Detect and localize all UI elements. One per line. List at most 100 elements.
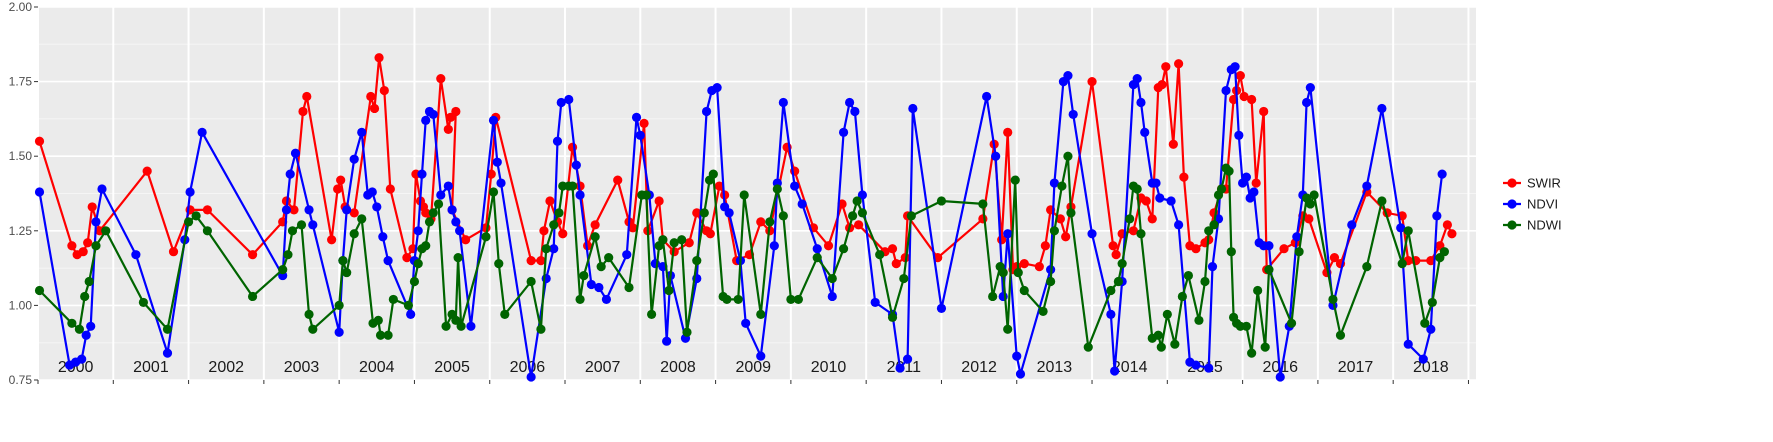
ndvi-point: [451, 217, 461, 227]
ndvi-point: [1396, 223, 1406, 233]
ndwi-point: [357, 214, 367, 224]
swir-point: [379, 85, 389, 96]
swir-point: [692, 208, 702, 218]
ndvi-point: [1166, 196, 1176, 206]
ndvi-point: [902, 354, 913, 364]
ndvi-point: [812, 244, 822, 254]
ndwi-point: [1362, 262, 1372, 272]
ndvi-point: [635, 130, 645, 140]
swir-point: [142, 166, 152, 176]
swir-point: [443, 124, 453, 134]
ndwi-point: [541, 244, 551, 254]
ndwi-point: [433, 199, 444, 209]
ndwi-point: [906, 211, 916, 221]
ndwi-point: [699, 208, 709, 218]
swir-point: [545, 196, 555, 206]
swir-point: [83, 238, 93, 248]
swir-point: [1061, 232, 1071, 242]
ndwi-point: [409, 276, 420, 287]
swir-point: [461, 235, 471, 245]
ndwi-point: [875, 250, 885, 260]
swir-point: [526, 256, 536, 266]
ndwi-point: [669, 238, 679, 248]
ndwi-point: [604, 253, 614, 263]
ndwi-point: [641, 190, 651, 200]
ndwi-point: [1397, 259, 1407, 269]
ndvi-point: [1003, 229, 1013, 239]
swir-point: [613, 175, 623, 185]
swir-point: [1174, 59, 1184, 69]
ndwi-point: [342, 267, 352, 278]
legend-label: NDWI: [1527, 218, 1562, 233]
series-layer: [34, 53, 1457, 382]
ndvi-point: [81, 330, 91, 340]
swir-point: [1161, 62, 1171, 72]
ndvi-point: [1191, 360, 1201, 370]
swir-point: [684, 238, 694, 248]
ndwi-point: [1113, 276, 1123, 287]
ndwi-point: [827, 273, 837, 284]
year-labels: 2000 2001 2002 2003 2004 2005 2006 2007 2008 2009…: [58, 359, 1449, 376]
year-label: 2017: [1338, 359, 1374, 376]
year-label: 2013: [1037, 359, 1073, 376]
ndvi-point: [413, 226, 423, 236]
year-label: 2008: [660, 359, 696, 376]
ndvi-point: [1136, 97, 1146, 108]
ndvi-point: [496, 178, 506, 188]
swir-point: [823, 241, 834, 251]
ndwi-point: [708, 169, 718, 179]
ndvi-point: [1140, 127, 1150, 137]
swir-point: [402, 253, 412, 263]
swir-point: [705, 229, 715, 239]
swir-point: [1040, 241, 1050, 251]
ndvi-point: [827, 291, 837, 302]
ndwi-point: [646, 309, 657, 319]
ndwi-point: [278, 264, 288, 275]
ndvi-point: [1347, 220, 1357, 230]
ndwi-point: [778, 211, 788, 221]
ndvi-point: [443, 181, 453, 191]
year-label: 2006: [510, 359, 546, 376]
ndwi-point: [34, 285, 45, 296]
ndwi-point: [287, 226, 298, 236]
ndwi-point: [1420, 318, 1430, 328]
ndwi-point: [793, 294, 804, 305]
ndvi-point: [1207, 262, 1218, 272]
ndwi-point: [1224, 166, 1234, 176]
ndvi-point: [549, 244, 559, 254]
swir-point: [385, 184, 395, 194]
ndwi-point: [1403, 226, 1413, 236]
ndvi-point: [778, 97, 788, 108]
swir-point: [654, 196, 664, 206]
swir-point: [887, 244, 898, 254]
ndwi-point: [575, 294, 585, 305]
ndvi-point: [1362, 181, 1372, 191]
ndwi-point: [375, 330, 386, 340]
legend-label: NDVI: [1527, 197, 1558, 212]
legend-key-point: [1507, 199, 1517, 209]
ndvi-point: [349, 154, 359, 164]
ndvi-point: [367, 187, 377, 197]
ndvi-point: [281, 205, 292, 215]
ndwi-point: [526, 276, 536, 287]
ndwi-point: [848, 211, 858, 221]
swir-point: [333, 184, 343, 194]
swir-point: [1251, 178, 1261, 188]
year-label: 2005: [434, 359, 470, 376]
ndwi-point: [80, 291, 90, 302]
swir-point: [1147, 214, 1157, 224]
swir-point: [1168, 139, 1178, 149]
year-label: 2010: [811, 359, 847, 376]
swir-point: [1179, 172, 1189, 182]
ndvi-point: [455, 226, 465, 236]
legend-item-ndvi: NDVI: [1503, 197, 1558, 212]
ndvi-point: [838, 127, 849, 137]
swir-point: [891, 259, 901, 269]
ndvi-point: [741, 318, 751, 328]
ndwi-point: [1200, 276, 1210, 287]
swir-point: [1447, 229, 1457, 239]
ndvi-point: [1437, 169, 1447, 179]
ndwi-point: [664, 285, 674, 296]
ndvi-point: [308, 220, 318, 230]
ndwi-point: [812, 253, 822, 263]
